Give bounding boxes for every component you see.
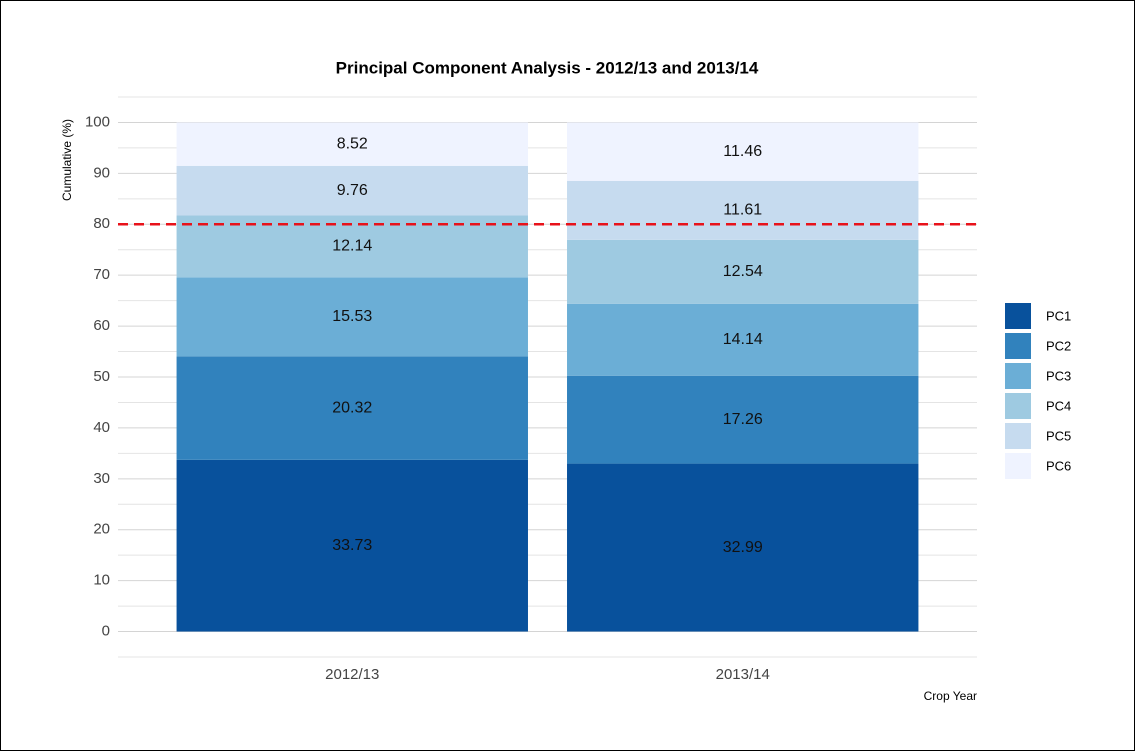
bar-segment	[567, 180, 919, 240]
bar-segment	[176, 277, 528, 357]
x-tick-label: 2012/13	[325, 666, 379, 683]
x-axis-label: Crop Year	[924, 689, 977, 703]
value-label: 20.32	[332, 399, 372, 416]
chart-title: Principal Component Analysis - 2012/13 a…	[336, 58, 759, 77]
value-label: 8.52	[337, 135, 368, 152]
y-tick-label: 50	[93, 368, 110, 385]
bar-segment	[567, 303, 919, 376]
legend-label: PC2	[1046, 338, 1071, 353]
legend-swatch	[1005, 393, 1031, 419]
legend-label: PC5	[1046, 428, 1071, 443]
value-label: 15.53	[332, 308, 372, 325]
value-label: 9.76	[337, 182, 368, 199]
y-tick-label: 0	[102, 623, 110, 640]
y-tick-label: 90	[93, 164, 110, 181]
y-tick-label: 30	[93, 470, 110, 487]
bar-segment	[176, 215, 528, 278]
legend-swatch	[1005, 333, 1031, 359]
value-label: 32.99	[723, 539, 763, 556]
legend-label: PC3	[1046, 368, 1071, 383]
y-axis-label: Cumulative (%)	[60, 119, 74, 201]
value-label: 12.54	[723, 263, 763, 280]
y-tick-label: 10	[93, 572, 110, 589]
bar-segment	[176, 122, 528, 166]
value-label: 17.26	[723, 411, 763, 428]
y-tick-label: 60	[93, 317, 110, 334]
y-tick-label: 70	[93, 266, 110, 283]
x-tick-label: 2013/14	[716, 666, 770, 683]
y-tick-label: 80	[93, 215, 110, 232]
bar-segment	[567, 375, 919, 464]
bar-segment	[567, 239, 919, 304]
value-label: 12.14	[332, 238, 372, 255]
bar-segment	[567, 463, 919, 632]
bar-segment	[567, 122, 919, 181]
bar-segment	[176, 459, 528, 632]
value-label: 33.73	[332, 537, 372, 554]
value-label: 14.14	[723, 331, 763, 348]
legend-label: PC1	[1046, 308, 1071, 323]
value-label: 11.61	[723, 202, 762, 219]
y-tick-label: 20	[93, 521, 110, 538]
legend-swatch	[1005, 363, 1031, 389]
y-tick-label: 40	[93, 419, 110, 436]
bar-segment	[176, 356, 528, 460]
legend-swatch	[1005, 423, 1031, 449]
legend-swatch	[1005, 453, 1031, 479]
value-label: 11.46	[723, 143, 762, 160]
legend-label: PC4	[1046, 398, 1071, 413]
legend-swatch	[1005, 303, 1031, 329]
bar-segment	[176, 165, 528, 216]
y-tick-label: 100	[85, 113, 110, 130]
legend-label: PC6	[1046, 458, 1071, 473]
